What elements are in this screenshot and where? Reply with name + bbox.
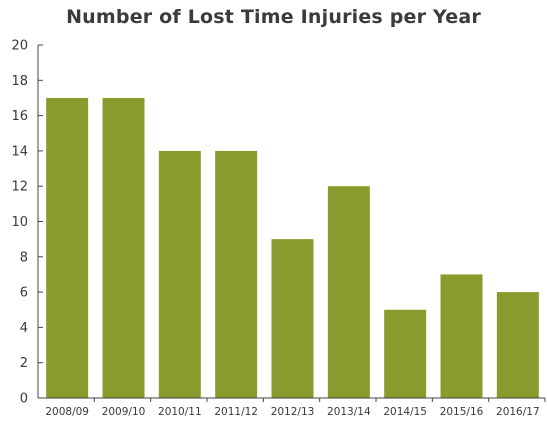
y-tick-label: 6 <box>20 286 28 301</box>
x-tick-label: 2013/14 <box>327 406 371 418</box>
bar <box>440 274 483 398</box>
bar <box>327 186 370 398</box>
y-tick-label: 10 <box>11 215 28 230</box>
bar <box>271 239 314 398</box>
x-tick-label: 2016/17 <box>496 406 540 418</box>
bar <box>215 150 258 398</box>
y-tick-label: 0 <box>20 392 28 407</box>
y-tick-label: 20 <box>11 39 28 54</box>
x-tick-label: 2012/13 <box>271 406 315 418</box>
y-tick-label: 2 <box>20 356 28 371</box>
x-tick-label: 2014/15 <box>383 406 427 418</box>
bar <box>496 292 539 398</box>
y-tick-label: 16 <box>11 109 28 124</box>
bars <box>46 97 539 398</box>
chart-title: Number of Lost Time Injuries per Year <box>66 6 481 28</box>
bar <box>102 97 145 398</box>
y-tick-label: 8 <box>20 250 28 265</box>
x-tick-label: 2008/09 <box>45 406 89 418</box>
y-tick-label: 12 <box>11 180 28 195</box>
y-tick-label: 4 <box>20 321 28 336</box>
bar <box>46 97 89 398</box>
bar <box>158 150 201 398</box>
y-tick-label: 18 <box>11 74 28 89</box>
x-axis: 2008/09 2009/10 2010/11 2011/12 2012/13 2013/… <box>38 397 546 418</box>
x-tick-label: 2009/10 <box>102 406 146 418</box>
x-tick-label: 2015/16 <box>440 406 484 418</box>
y-axis: 0 2 4 6 8 10 12 14 16 18 20 <box>11 39 43 407</box>
bar <box>384 309 427 398</box>
x-tick-label: 2011/12 <box>214 406 258 418</box>
x-tick-label: 2010/11 <box>158 406 202 418</box>
y-tick-label: 14 <box>11 144 28 159</box>
